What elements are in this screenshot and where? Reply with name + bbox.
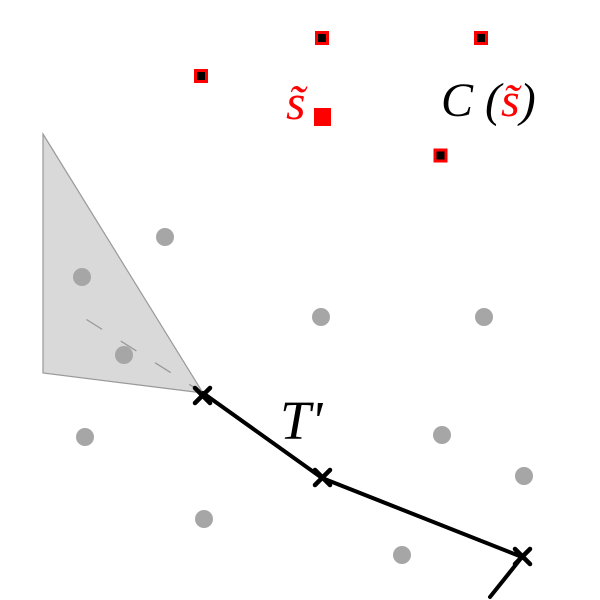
- svg-text:C (s̃): C (s̃): [441, 74, 536, 127]
- svg-text:s̃: s̃: [286, 74, 308, 130]
- svg-text:T': T': [280, 390, 324, 451]
